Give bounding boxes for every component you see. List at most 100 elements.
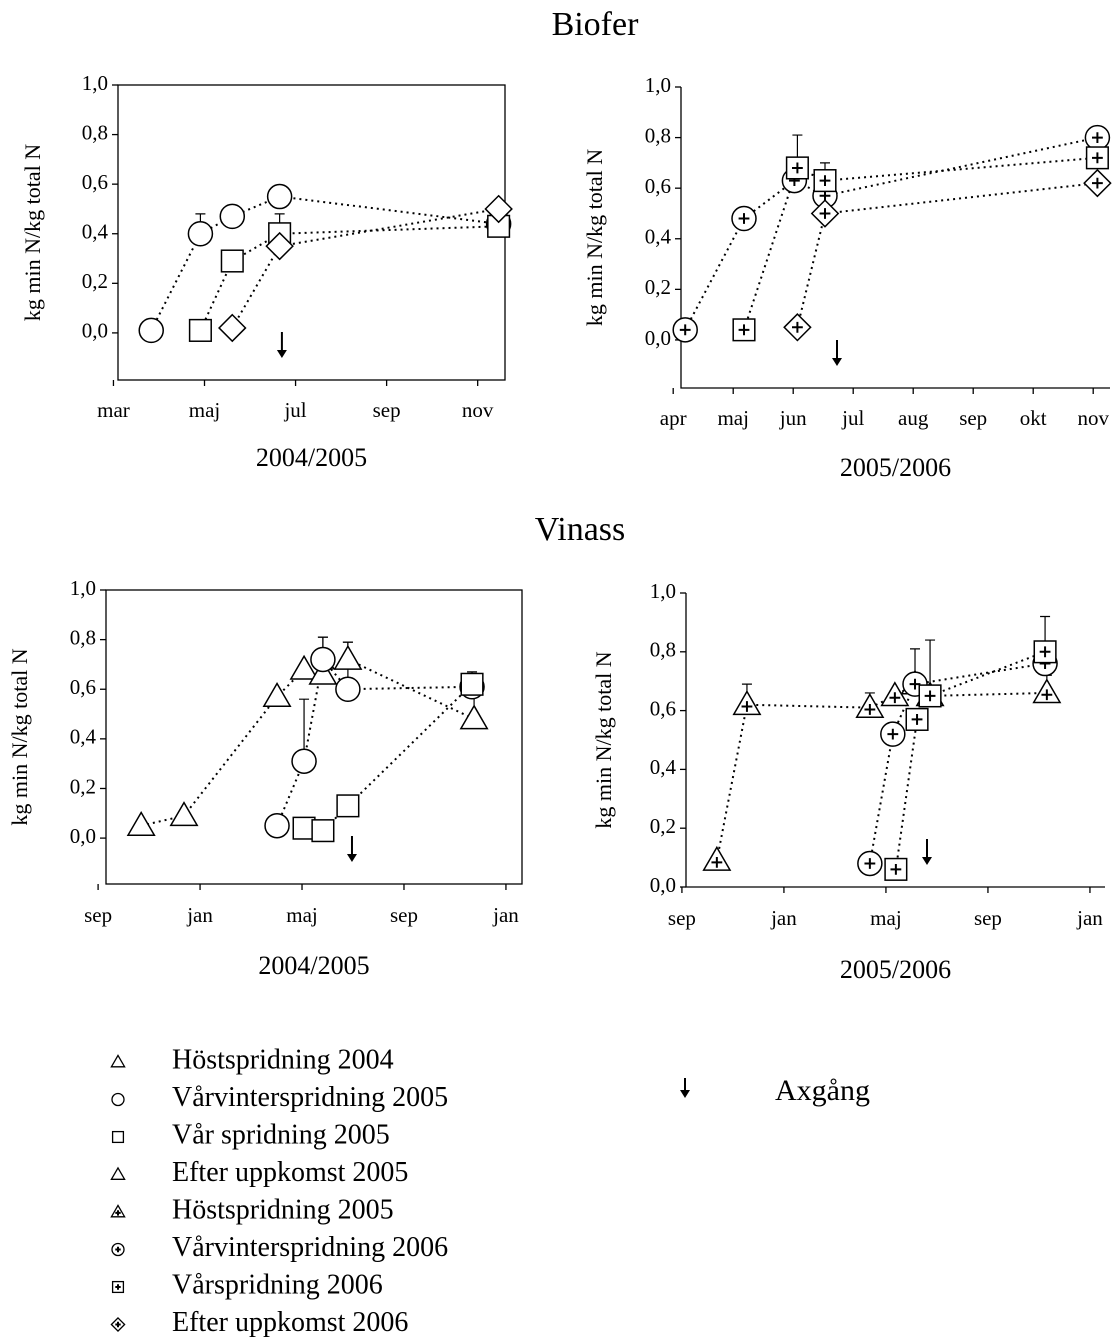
section-title: Biofer [552,6,640,43]
legend-label: Höstspridning 2005 [172,1194,394,1225]
x-tick-label: jun [779,406,807,430]
marker-shape [336,794,360,818]
marker-shape [169,801,199,827]
marker-plus [738,213,750,224]
y-tick-label: 0,8 [82,120,108,144]
y-tick-label: 0,4 [650,755,677,779]
x-tick-label: jan [770,906,797,930]
marker-shape [484,194,513,224]
marker-shape [335,676,361,702]
x-tick-label: jul [283,398,306,422]
section-title: Vinass [535,511,626,548]
x-tick-label: apr [660,406,687,430]
marker-shape [220,249,244,273]
marker-shape [219,203,246,230]
marker [289,654,319,680]
marker [110,1054,126,1068]
marker-shape [333,644,363,670]
marker [265,231,294,261]
harvest-arrow [276,332,287,358]
marker [311,819,335,843]
marker-shape [126,810,156,837]
marker [1083,168,1112,198]
series-line [743,156,1098,331]
y-axis-title: kg min N/kg total N [582,149,607,326]
series-line [303,683,473,832]
series-line [199,225,499,331]
x-tick-label: nov [462,398,494,422]
marker-plus [115,1210,121,1216]
y-tick-label: 1,0 [70,576,96,600]
marker-plus [909,678,921,690]
marker-plus [792,321,803,333]
legend-label: Vår spridning 2005 [172,1119,390,1150]
marker [308,659,338,685]
arrow-head [680,1090,690,1098]
x-tick-label: maj [189,398,221,422]
series-line [276,657,473,827]
x-tick-label: sep [974,906,1002,930]
y-tick-label: 0,4 [645,225,672,249]
marker-plus [924,690,936,702]
marker-shape [110,1166,126,1180]
marker [187,220,214,247]
marker-plus [819,208,831,219]
legend-label: Vårvinterspridning 2006 [172,1232,448,1263]
marker [810,199,840,228]
marker [110,1204,126,1218]
marker [266,183,293,210]
marker-shape [308,659,338,685]
axes [680,87,1110,389]
x-axis-title: 2004/2005 [258,951,369,980]
marker-plus [115,1246,121,1253]
marker [1085,146,1109,170]
y-tick-label: 0,2 [70,774,96,798]
x-axis-title: 2005/2006 [840,453,951,482]
marker-shape [291,748,317,774]
arrow-head [832,358,842,366]
y-tick-label: 0,2 [82,269,108,293]
legend-label: Efter uppkomst 2005 [172,1157,408,1188]
legend-label: Efter uppkomst 2006 [172,1307,408,1338]
marker-plus [115,1284,121,1290]
marker-plus [1039,646,1051,658]
marker [1032,678,1062,704]
marker [459,704,489,730]
marker [111,1130,125,1144]
marker-plus [819,175,831,186]
arrow-head [921,857,932,865]
marker-shape [310,646,336,673]
marker [220,249,244,273]
marker [813,169,837,193]
marker-shape [264,812,290,839]
x-tick-label: aug [898,406,929,430]
x-tick-label: jan [186,903,213,927]
arrow-head [276,350,287,358]
y-tick-label: 0,2 [650,814,676,838]
marker-shape [262,681,292,708]
marker [111,1092,125,1107]
x-tick-label: nov [1077,406,1109,430]
marker-plus [864,858,876,869]
legend-label: Vårspridning 2006 [172,1269,383,1300]
marker [126,810,156,837]
marker [169,801,199,827]
marker [732,318,756,342]
marker-shape [187,220,214,247]
y-tick-label: 0,6 [650,696,676,720]
marker-shape [111,1092,125,1107]
harvest-arrow [921,839,932,865]
marker [333,644,363,670]
marker-plus [711,856,723,868]
marker [111,1280,125,1294]
marker [855,692,885,719]
marker [291,748,317,774]
y-tick-label: 1,0 [645,73,671,97]
marker-shape [289,654,319,680]
x-tick-label: sep [390,903,418,927]
marker [310,646,336,673]
marker [918,684,942,708]
marker-plus [792,162,803,174]
marker [336,794,360,818]
x-tick-label: sep [668,906,696,930]
